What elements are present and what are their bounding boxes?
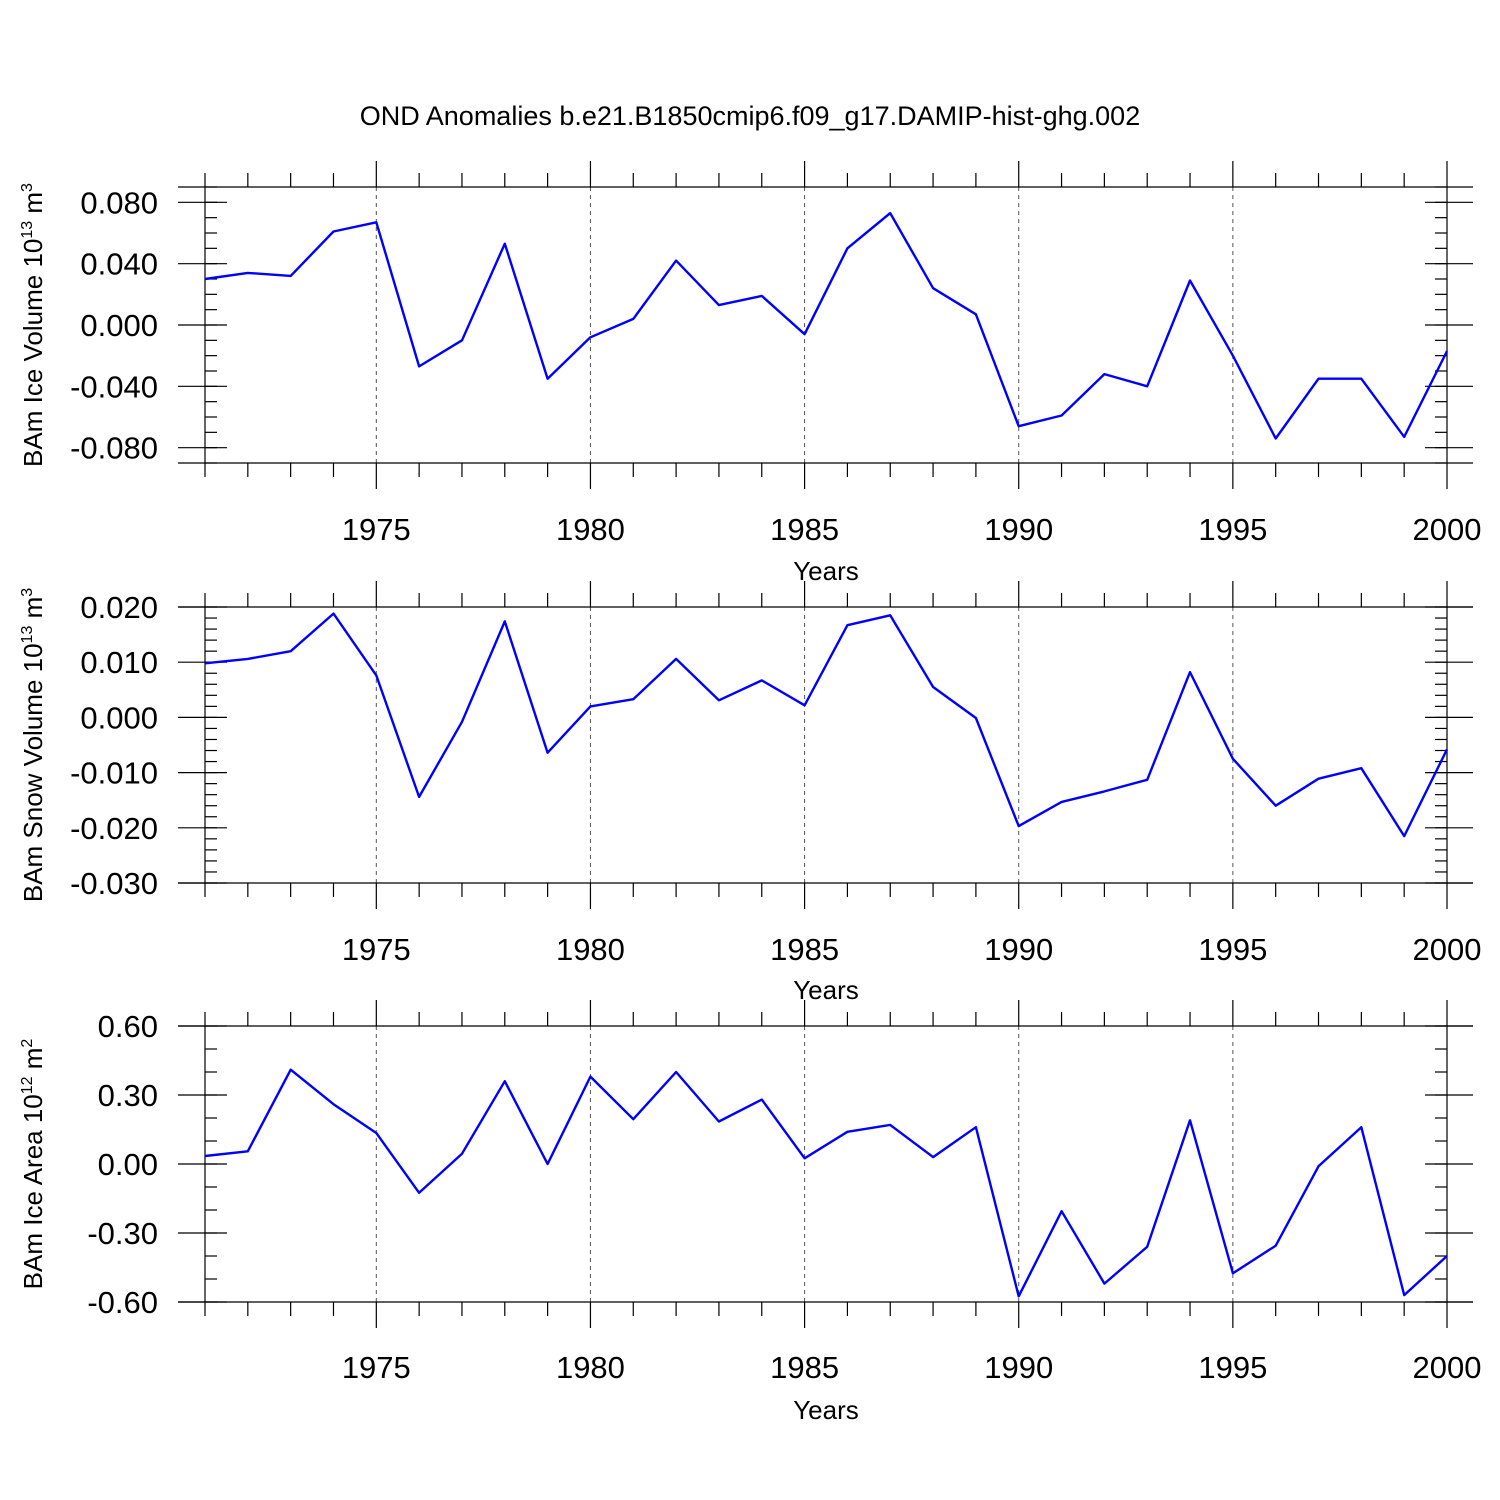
x-tick-label: 1995: [1198, 512, 1267, 547]
y-axis-title-superscript: 13: [19, 221, 36, 239]
y-axis-title: BAm Ice Area 1012 m2: [18, 1039, 48, 1290]
x-tick-label: 1980: [556, 932, 625, 967]
y-axis-title-text: m: [18, 192, 48, 221]
y-axis-title: BAm Snow Volume 1013 m3: [18, 588, 48, 902]
series-line: [204, 612, 1449, 838]
y-axis-title-text: m: [18, 1048, 48, 1077]
x-tick-label: 1990: [984, 1350, 1053, 1385]
figure-title: OND Anomalies b.e21.B1850cmip6.f09_g17.D…: [360, 101, 1140, 131]
y-axis-title-text: BAm Snow Volume 10: [18, 643, 48, 902]
y-tick-label: 0.00: [98, 1147, 158, 1182]
panels-container: -0.080 -0.040 0.000 0.040 0.080 1975 1980 1985 1…: [18, 161, 1481, 1425]
x-tick-label: 1995: [1198, 1350, 1267, 1385]
y-tick-label: -0.60: [87, 1285, 158, 1320]
x-tick-label: 1975: [342, 1350, 411, 1385]
y-tick-label: -0.020: [70, 811, 158, 846]
x-tick-label: 1985: [770, 1350, 839, 1385]
y-axis-title-superscript: 3: [19, 183, 36, 192]
y-tick-label: 0.020: [80, 590, 158, 625]
y-axis-title-superscript: 13: [19, 626, 36, 644]
x-tick-label: 1980: [556, 512, 625, 547]
y-axis-title-text: BAm Ice Area 10: [18, 1094, 48, 1289]
y-tick-label: 0.000: [80, 308, 158, 343]
y-tick-label: 0.010: [80, 645, 158, 680]
y-axis-title-text: m: [18, 597, 48, 626]
y-tick-label: 0.080: [80, 185, 158, 220]
y-tick-label: 0.30: [98, 1078, 158, 1113]
x-tick-label: 1995: [1198, 932, 1267, 967]
series-line: [204, 1068, 1448, 1298]
x-tick-label: 2000: [1413, 512, 1482, 547]
series-line: [204, 211, 1449, 440]
y-tick-label: -0.030: [70, 866, 158, 901]
x-tick-label: 1975: [342, 932, 411, 967]
x-tick-label: 1985: [770, 932, 839, 967]
y-tick-label: 0.040: [80, 247, 158, 282]
y-axis-title-superscript: 2: [19, 1039, 36, 1048]
x-tick-label: 1980: [556, 1350, 625, 1385]
y-tick-label: -0.010: [70, 756, 158, 791]
x-tick-label: 1990: [984, 932, 1053, 967]
x-axis-title: Years: [793, 975, 859, 1005]
y-axis-title-superscript: 12: [19, 1076, 36, 1094]
x-tick-label: 2000: [1413, 1350, 1482, 1385]
x-axis-title: Years: [793, 1395, 859, 1425]
panel-3: -0.60 -0.30 0.00 0.30 0.60 1975 1980 1985 1990 19…: [18, 1000, 1481, 1425]
panel-1: -0.080 -0.040 0.000 0.040 0.080 1975 1980 1985 1…: [18, 161, 1481, 586]
x-tick-label: 2000: [1413, 932, 1482, 967]
y-axis-title-superscript: 3: [19, 588, 36, 597]
y-tick-label: 0.60: [98, 1009, 158, 1044]
y-axis-title: BAm Ice Volume 1013 m3: [18, 183, 48, 467]
y-axis-title-text: BAm Ice Volume 10: [18, 239, 48, 467]
x-tick-label: 1975: [342, 512, 411, 547]
y-tick-label: 0.000: [80, 700, 158, 735]
y-tick-label: -0.040: [70, 369, 158, 404]
panel-2: -0.030 -0.020 -0.010 0.000 0.010 0.020 1975 198…: [18, 581, 1481, 1005]
x-axis-title: Years: [793, 556, 859, 586]
y-tick-label: -0.30: [87, 1216, 158, 1251]
y-tick-label: -0.080: [70, 431, 158, 466]
x-tick-label: 1985: [770, 512, 839, 547]
x-tick-label: 1990: [984, 512, 1053, 547]
